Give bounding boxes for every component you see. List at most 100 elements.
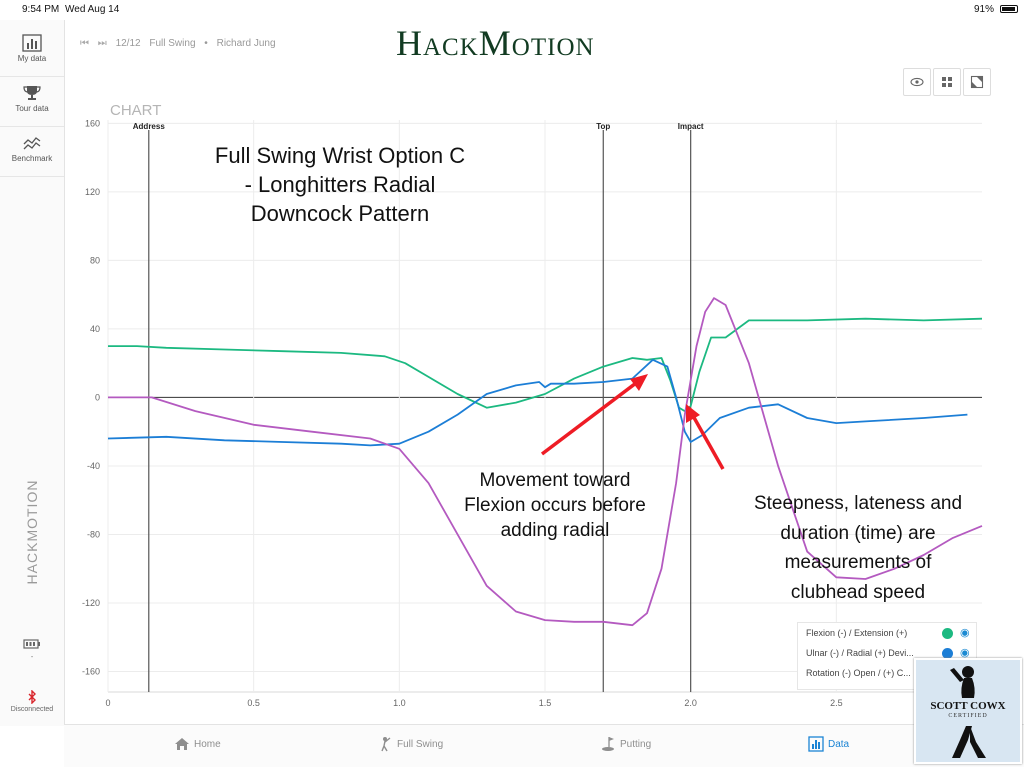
- tab-home[interactable]: Home: [174, 735, 221, 755]
- bar-chart-icon: [22, 34, 42, 52]
- series-line-0: [108, 317, 983, 412]
- session-counter: 12/12: [115, 38, 141, 49]
- y-tick-label: 160: [85, 118, 100, 128]
- annotation-note-line: measurements of: [784, 552, 932, 573]
- grid-icon: [942, 77, 952, 87]
- y-tick-label: 0: [95, 392, 100, 402]
- sensor-label: -: [30, 654, 34, 661]
- putting-icon: [602, 737, 614, 752]
- status-time: 9:54 PM: [22, 4, 60, 15]
- marker-label: Address: [133, 122, 166, 131]
- sensor-status[interactable]: -: [0, 636, 64, 661]
- y-tick-label: -40: [87, 461, 100, 471]
- y-tick-label: -120: [82, 598, 100, 608]
- tab-putting[interactable]: Putting: [600, 735, 651, 755]
- connection-status[interactable]: Disconnected: [0, 689, 64, 713]
- arrow-line-radial: [690, 413, 725, 470]
- sidebar-item-my-data[interactable]: My data: [0, 28, 64, 77]
- sidebar-item-label: Benchmark: [11, 154, 53, 163]
- sidebar-item-tour-data[interactable]: Tour data: [0, 78, 64, 127]
- tab-label: Putting: [620, 739, 652, 750]
- eye-icon[interactable]: ◉: [960, 627, 970, 639]
- x-tick-label: 1.5: [539, 698, 552, 708]
- connection-label: Disconnected: [10, 706, 54, 713]
- annotation-note-line: Flexion occurs before: [464, 495, 646, 516]
- hackmotion-vertical-brand: HACKMOTION: [24, 479, 40, 585]
- legend-label: Flexion (-) / Extension (+): [806, 628, 908, 638]
- status-bar: 9:54 PM Wed Aug 14 91%: [0, 0, 1024, 20]
- legend-label: Rotation (-) Open / (+) C...: [806, 668, 911, 678]
- arrow-line-flexion: [540, 378, 642, 456]
- bluetooth-icon: [28, 689, 36, 705]
- legend-item-ulnar-radial[interactable]: Ulnar (-) / Radial (+) Devi... ◉: [806, 647, 970, 662]
- trophy-icon: [23, 86, 41, 100]
- eye-icon: [910, 77, 924, 87]
- sidebar-item-label: My data: [17, 54, 47, 63]
- annotation-title-line: Full Swing Wrist Option C: [214, 143, 466, 168]
- annotation-note-line: clubhead speed: [790, 581, 926, 603]
- tab-label: Home: [194, 739, 221, 750]
- x-tick-label: 1.0: [393, 698, 406, 708]
- x-tick-label: 0.5: [247, 698, 260, 708]
- annotation-flexion-note: Movement toward Flexion occurs before ad…: [430, 468, 680, 543]
- tab-label: Data: [828, 739, 850, 750]
- sidebar-item-benchmark[interactable]: Benchmark: [0, 128, 64, 177]
- annotation-note-line: adding radial: [500, 520, 610, 541]
- arrowhead-flexion: [630, 374, 648, 391]
- marker-label: Top: [596, 122, 610, 131]
- skip-back-icon[interactable]: ⏮: [80, 38, 89, 49]
- player-name: Richard Jung: [216, 38, 276, 49]
- x-tick-label: 2.5: [830, 698, 843, 708]
- legend-color-dot: [942, 628, 953, 639]
- y-tick-label: 40: [90, 324, 100, 334]
- benchmark-icon: [23, 137, 41, 150]
- battery-icon: [1000, 5, 1018, 13]
- golfer-icon: [381, 737, 391, 752]
- tab-data[interactable]: Data: [808, 735, 849, 755]
- status-date: Wed Aug 14: [65, 4, 120, 15]
- separator: •: [204, 38, 208, 49]
- annotation-note-line: Steepness, lateness and: [753, 493, 963, 514]
- x-tick-label: 0: [105, 698, 110, 708]
- tab-bar: Home Full Swing Putting Data: [64, 724, 1024, 767]
- breadcrumb: ⏮ ⏭ 12/12 Full Swing • Richard Jung: [80, 38, 282, 49]
- grid-view-button[interactable]: [933, 68, 961, 96]
- sensor-battery-icon: [23, 639, 40, 649]
- marker-label: Impact: [678, 122, 704, 131]
- chart-title: CHART: [110, 102, 161, 119]
- badge-title: SCOTT COWX: [930, 700, 1006, 712]
- y-tick-label: 80: [90, 255, 100, 265]
- badge-subtitle: CERTIFIED: [948, 713, 988, 719]
- tab-label: Full Swing: [397, 739, 444, 750]
- annotation-note-line: duration (time) are: [780, 522, 936, 544]
- x-axis-ticks: 0 0.5 1.0 1.5 2.0 2.5: [105, 698, 842, 708]
- y-axis-ticks: 160 120 80 40 0 -40 -80 -120 -160: [82, 118, 100, 676]
- legend-item-flexion[interactable]: Flexion (-) / Extension (+) ◉: [806, 627, 970, 642]
- annotation-title: Full Swing Wrist Option C - Longhitters …: [150, 141, 530, 228]
- hackmotion-logo: HackMotion: [396, 23, 595, 63]
- y-tick-label: -80: [87, 529, 100, 539]
- sidebar: My data Tour data Benchmark HACKMOTION -…: [0, 20, 65, 726]
- sidebar-item-label: Tour data: [15, 104, 49, 113]
- arrowhead-radial: [686, 404, 700, 423]
- x-tick-label: 2.0: [684, 698, 697, 708]
- expand-icon: [970, 75, 984, 89]
- battery-percent: 91%: [973, 4, 994, 15]
- expand-view-button[interactable]: [963, 68, 991, 96]
- legend-color-dot: [942, 648, 953, 659]
- chart-legend: Flexion (-) / Extension (+) ◉ Ulnar (-) …: [797, 622, 977, 690]
- annotation-title-line: - Longhitters Radial: [244, 172, 436, 197]
- certified-badge: SCOTT COWX CERTIFIED: [914, 658, 1022, 764]
- annotation-title-line: Downcock Pattern: [250, 201, 430, 226]
- y-tick-label: -160: [82, 666, 100, 676]
- toggle-visibility-button[interactable]: [903, 68, 931, 96]
- swing-chart: CHART 160 120 80 40 0 -40 -80 -120 -160 0 0.5 1.0 1…: [82, 102, 983, 708]
- home-icon: [175, 738, 189, 751]
- play-next-icon[interactable]: ⏭: [97, 38, 107, 49]
- legend-item-rotation[interactable]: Rotation (-) Open / (+) C...: [806, 668, 911, 682]
- eye-icon[interactable]: ◉: [960, 647, 970, 659]
- tab-full-swing[interactable]: Full Swing: [377, 735, 443, 755]
- series-line-2: [108, 297, 983, 627]
- annotation-note-line: Movement toward: [479, 470, 631, 491]
- data-series: [107, 297, 983, 627]
